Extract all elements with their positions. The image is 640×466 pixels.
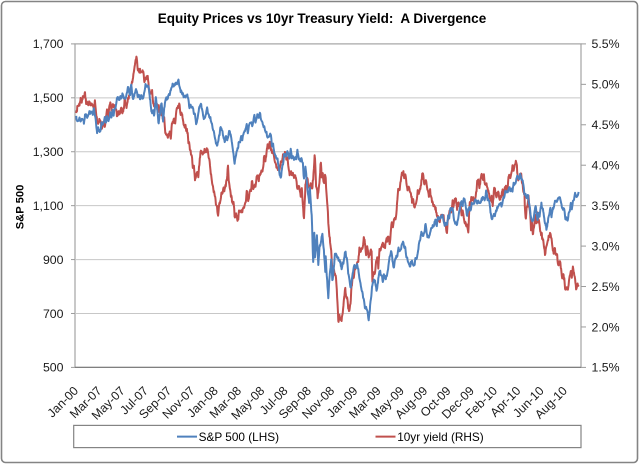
svg-text:500: 500: [43, 361, 64, 375]
svg-text:1,500: 1,500: [33, 91, 64, 105]
svg-text:700: 700: [43, 307, 64, 321]
svg-text:4.0%: 4.0%: [592, 159, 620, 173]
svg-text:3.0%: 3.0%: [592, 239, 620, 253]
svg-text:5.0%: 5.0%: [592, 78, 620, 92]
svg-text:Equity Prices vs 10yr Treasury: Equity Prices vs 10yr Treasury Yield: A …: [158, 11, 487, 26]
svg-text:2.5%: 2.5%: [592, 280, 620, 294]
svg-text:S&P 500 (LHS): S&P 500 (LHS): [199, 430, 280, 444]
svg-text:900: 900: [43, 253, 64, 267]
svg-text:1,100: 1,100: [33, 199, 64, 213]
svg-text:1,300: 1,300: [33, 145, 64, 159]
svg-text:5.5%: 5.5%: [592, 37, 620, 51]
svg-text:1,700: 1,700: [33, 37, 64, 51]
svg-text:S&P 500: S&P 500: [15, 185, 27, 230]
svg-text:4.5%: 4.5%: [592, 118, 620, 132]
svg-text:1.5%: 1.5%: [592, 361, 620, 375]
svg-text:10yr yield (RHS): 10yr yield (RHS): [397, 430, 484, 444]
svg-text:2.0%: 2.0%: [592, 320, 620, 334]
svg-text:3.5%: 3.5%: [592, 199, 620, 213]
